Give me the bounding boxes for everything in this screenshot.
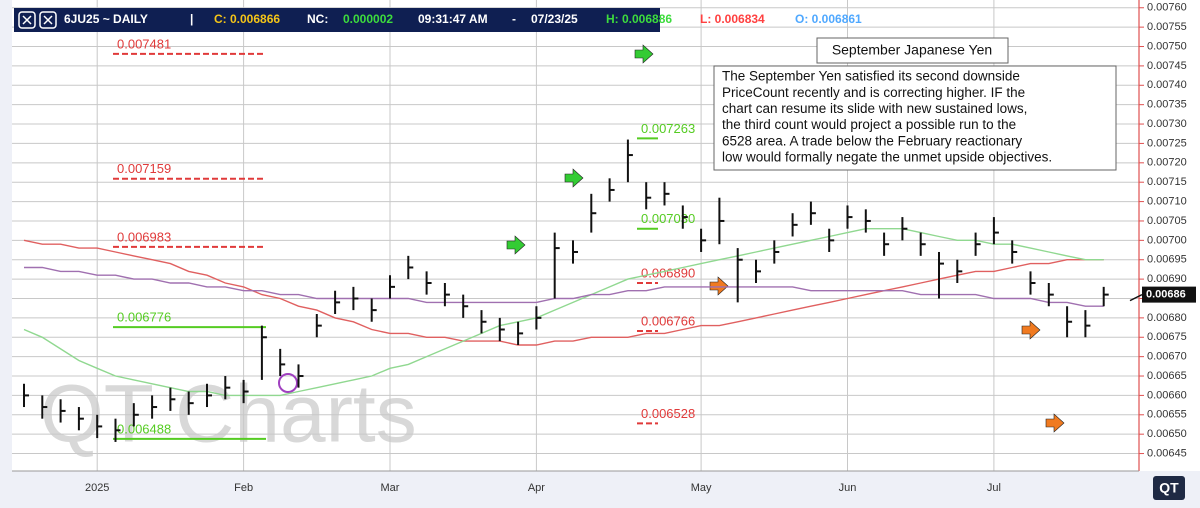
comment-box — [713, 65, 1117, 171]
comment-line: PriceCount recently and is correcting hi… — [722, 85, 1025, 100]
level-label: 0.006776 — [117, 310, 171, 325]
comment-line: 6528 area. A trade below the February re… — [722, 133, 1022, 148]
y-tick-label: 0.00680 — [1147, 312, 1187, 324]
comment-line: chart can resume its slide with new sust… — [722, 101, 1027, 116]
x-tick-label: May — [691, 482, 712, 494]
level-label: 0.007263 — [641, 121, 695, 136]
levels: 0.007481 0.007159 0.006983 0.006776 0.006488… — [113, 36, 695, 440]
y-tick-label: 0.00690 — [1147, 273, 1187, 285]
logo: QT — [1159, 480, 1179, 496]
header-bar — [14, 8, 660, 32]
x-tick-label: Feb — [234, 482, 253, 494]
level-label: 0.007159 — [117, 161, 171, 176]
y-tick-label: 0.00755 — [1147, 21, 1187, 33]
arrow — [564, 168, 584, 188]
level-label: 0.006890 — [641, 265, 695, 280]
icon — [18, 11, 36, 29]
x-tick-label: Jun — [839, 482, 857, 494]
level-label: 0.006983 — [117, 229, 171, 244]
y-tick-label: 0.00725 — [1147, 137, 1187, 149]
highlight-circle — [278, 373, 298, 393]
y-tick-label: 0.00715 — [1147, 176, 1187, 188]
y-tick-label: 0.00655 — [1147, 409, 1187, 421]
icon — [43, 15, 53, 25]
y-tick-label: 0.00665 — [1147, 370, 1187, 382]
level-label: 0.006766 — [641, 313, 695, 328]
header-open: O: 0.006861 — [795, 12, 862, 26]
x-tick-label: Apr — [528, 482, 545, 494]
y-tick-label: 0.00730 — [1147, 118, 1187, 130]
y-tick-label: 0.00735 — [1147, 99, 1187, 111]
arrow — [1045, 413, 1065, 433]
x-tick-label: Mar — [381, 482, 400, 494]
last-price-pointer — [1129, 293, 1143, 302]
axes: 0.00760 0.00755 0.00750 0.00745 0.00740 0.007… — [85, 2, 1196, 494]
price-bars — [23, 139, 1109, 442]
y-tick-label: 0.00750 — [1147, 40, 1187, 52]
comment: The September Yen satisfied its second d… — [722, 69, 1052, 165]
arrow — [506, 235, 526, 255]
y-tick-label: 0.00720 — [1147, 157, 1187, 169]
x-tick-label: Jul — [987, 482, 1001, 494]
moving-average — [23, 228, 1104, 397]
level-label: 0.007481 — [117, 36, 171, 51]
y-tick-label: 0.00710 — [1147, 195, 1187, 207]
last-price-box — [1142, 286, 1196, 303]
chart-title: September Japanese Yen — [832, 42, 992, 58]
icon — [22, 15, 32, 25]
moving-average — [23, 239, 1104, 346]
y-tick-label: 0.00740 — [1147, 79, 1187, 91]
comment-line: low would formally negate the unmet upsi… — [722, 150, 1052, 165]
icon — [39, 11, 57, 29]
y-tick-label: 0.00705 — [1147, 215, 1187, 227]
moving-average — [24, 266, 1104, 307]
y-tick-label: 0.00645 — [1147, 447, 1187, 459]
y-tick-label: 0.00660 — [1147, 389, 1187, 401]
comment-line: the third count would project a possible… — [722, 117, 1016, 132]
header-nc: 0.000002 — [343, 12, 393, 26]
header-sep: | — [190, 12, 193, 26]
y-tick-label: 0.00670 — [1147, 351, 1187, 363]
arrow — [709, 276, 729, 296]
y-tick-label: 0.00650 — [1147, 428, 1187, 440]
watermark: QT Charts — [40, 369, 417, 460]
comment-line: The September Yen satisfied its second d… — [722, 69, 1020, 84]
last-price-label: 0.00686 — [1146, 289, 1186, 301]
y-tick-label: 0.00695 — [1147, 254, 1187, 266]
x-tick-label: 2025 — [85, 482, 109, 494]
moving-averages — [23, 228, 1104, 397]
arrows — [506, 44, 1065, 433]
level-label: 0.006528 — [641, 406, 695, 421]
level-label: 0.007030 — [641, 211, 695, 226]
y-tick-label: 0.00700 — [1147, 234, 1187, 246]
header-time: 09:31:47 AM — [418, 12, 488, 26]
header-date: 07/23/25 — [531, 12, 578, 26]
y-tick-label: 0.00675 — [1147, 331, 1187, 343]
logo-box — [1153, 476, 1185, 500]
header-low: L: 0.006834 — [700, 12, 765, 26]
level-label: 0.006488 — [117, 421, 171, 436]
header-high: H: 0.006886 — [606, 12, 672, 26]
header-nc-label: NC: — [307, 12, 328, 26]
title-box — [816, 37, 1009, 64]
header-close: C: 0.006866 — [214, 12, 280, 26]
y-tick-label: 0.00760 — [1147, 2, 1187, 14]
header-dash: - — [512, 12, 516, 26]
header-symbol: 6JU25 ~ DAILY — [64, 12, 148, 26]
arrow — [634, 44, 654, 64]
y-tick-label: 0.00745 — [1147, 60, 1187, 72]
arrow — [1021, 320, 1041, 340]
